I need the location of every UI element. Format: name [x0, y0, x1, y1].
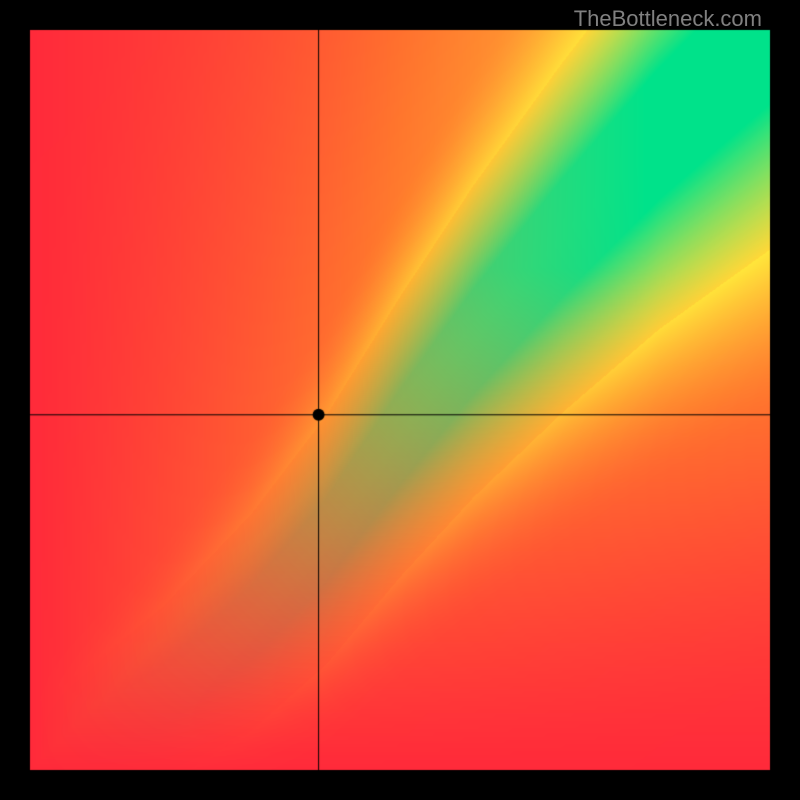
watermark-text: TheBottleneck.com [574, 6, 762, 32]
bottleneck-heatmap [0, 0, 800, 800]
chart-container: TheBottleneck.com [0, 0, 800, 800]
